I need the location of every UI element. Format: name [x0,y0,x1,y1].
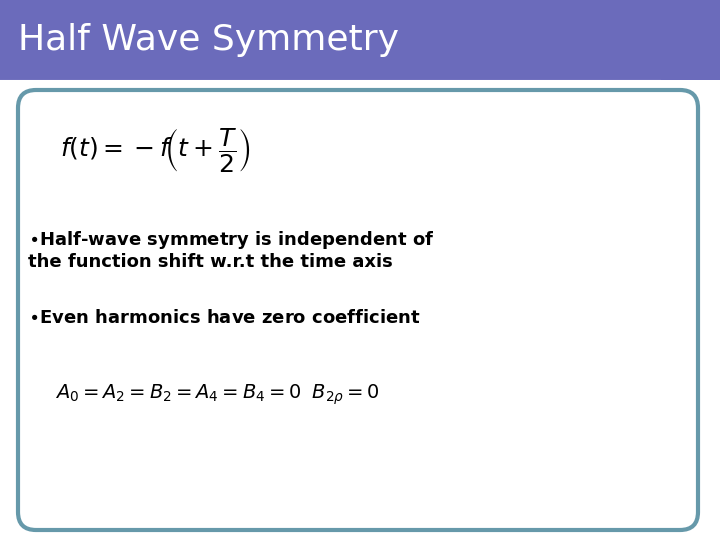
FancyBboxPatch shape [0,0,700,80]
Text: the function shift w.r.t the time axis: the function shift w.r.t the time axis [28,253,392,271]
Text: $f(t) = -f\!\left(t + \dfrac{T}{2}\right)$: $f(t) = -f\!\left(t + \dfrac{T}{2}\right… [60,126,251,174]
Text: $\bullet$Half-wave symmetry is independent of: $\bullet$Half-wave symmetry is independe… [28,229,435,251]
FancyBboxPatch shape [0,0,660,80]
FancyBboxPatch shape [18,90,698,530]
Bar [0,0,720,80]
FancyBboxPatch shape [0,0,652,82]
Text: $\bullet$Even harmonics have zero coefficient: $\bullet$Even harmonics have zero coeffi… [28,309,420,327]
Text: $A_0 = A_2 = B_2 = A_4 = B_4 = 0 \;\; B_{2\rho} = 0$: $A_0 = A_2 = B_2 = A_4 = B_4 = 0 \;\; B_… [55,383,380,407]
Text: Half Wave Symmetry: Half Wave Symmetry [18,23,399,57]
Bar [0,0,660,78]
